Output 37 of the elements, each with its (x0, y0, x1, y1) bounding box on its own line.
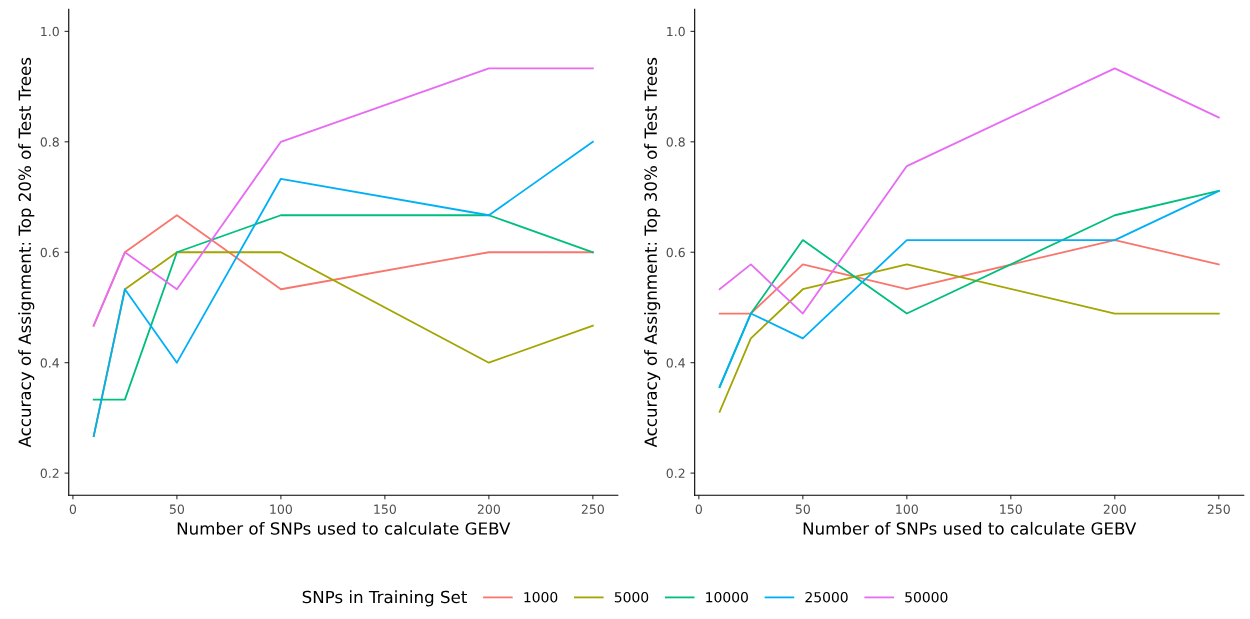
x-tick-label: 200 (477, 504, 500, 514)
line-series (92, 67, 594, 327)
y-tick-label: 0.8 (40, 137, 59, 147)
legend-label: 5000 (614, 591, 649, 603)
x-tick-label: 0 (695, 504, 702, 514)
y-tick-label: 0.6 (40, 247, 59, 258)
y-tick-label: 0.4 (666, 358, 685, 368)
y-axis-title: Accuracy of Assignment: Top 20% of Test Trees (18, 57, 35, 448)
y-tick-label: 0.2 (40, 468, 59, 479)
x-tick-label: 250 (581, 504, 604, 514)
y-tick-label: 1.0 (41, 26, 59, 37)
x-tick-label: 100 (270, 504, 292, 514)
y-tick-label: 0.2 (666, 468, 685, 479)
line-series (718, 67, 1220, 315)
legend-label: 1000 (524, 591, 558, 603)
y-tick-label: 0.8 (666, 137, 685, 147)
x-tick-label: 200 (1103, 504, 1126, 514)
y-axis-title: Accuracy of Assignment: Top 30% of Test Trees (644, 57, 661, 448)
x-tick-label: 250 (1207, 504, 1230, 514)
x-tick-label: 150 (1000, 504, 1022, 514)
x-tick-label: 50 (795, 504, 810, 514)
y-tick-label: 0.4 (40, 358, 60, 368)
line-series (718, 263, 1220, 413)
x-tick-label: 0 (69, 504, 77, 514)
x-axis-title: Number of SNPs used to calculate GEBV (803, 521, 1137, 535)
legend-label: 50000 (905, 591, 948, 603)
line-series (92, 140, 594, 438)
y-tick-label: 0.6 (666, 247, 685, 258)
x-axis-title: Number of SNPs used to calculate GEBV (177, 521, 511, 535)
line-series (718, 239, 1220, 315)
x-tick-label: 50 (169, 504, 185, 514)
y-tick-label: 1.0 (667, 26, 685, 37)
x-tick-label: 100 (896, 504, 918, 514)
legend-title: SNPs in Training Set (302, 590, 467, 607)
legend-label: 10000 (706, 591, 748, 603)
legend-label: 25000 (805, 591, 848, 603)
x-tick-label: 150 (374, 504, 396, 514)
